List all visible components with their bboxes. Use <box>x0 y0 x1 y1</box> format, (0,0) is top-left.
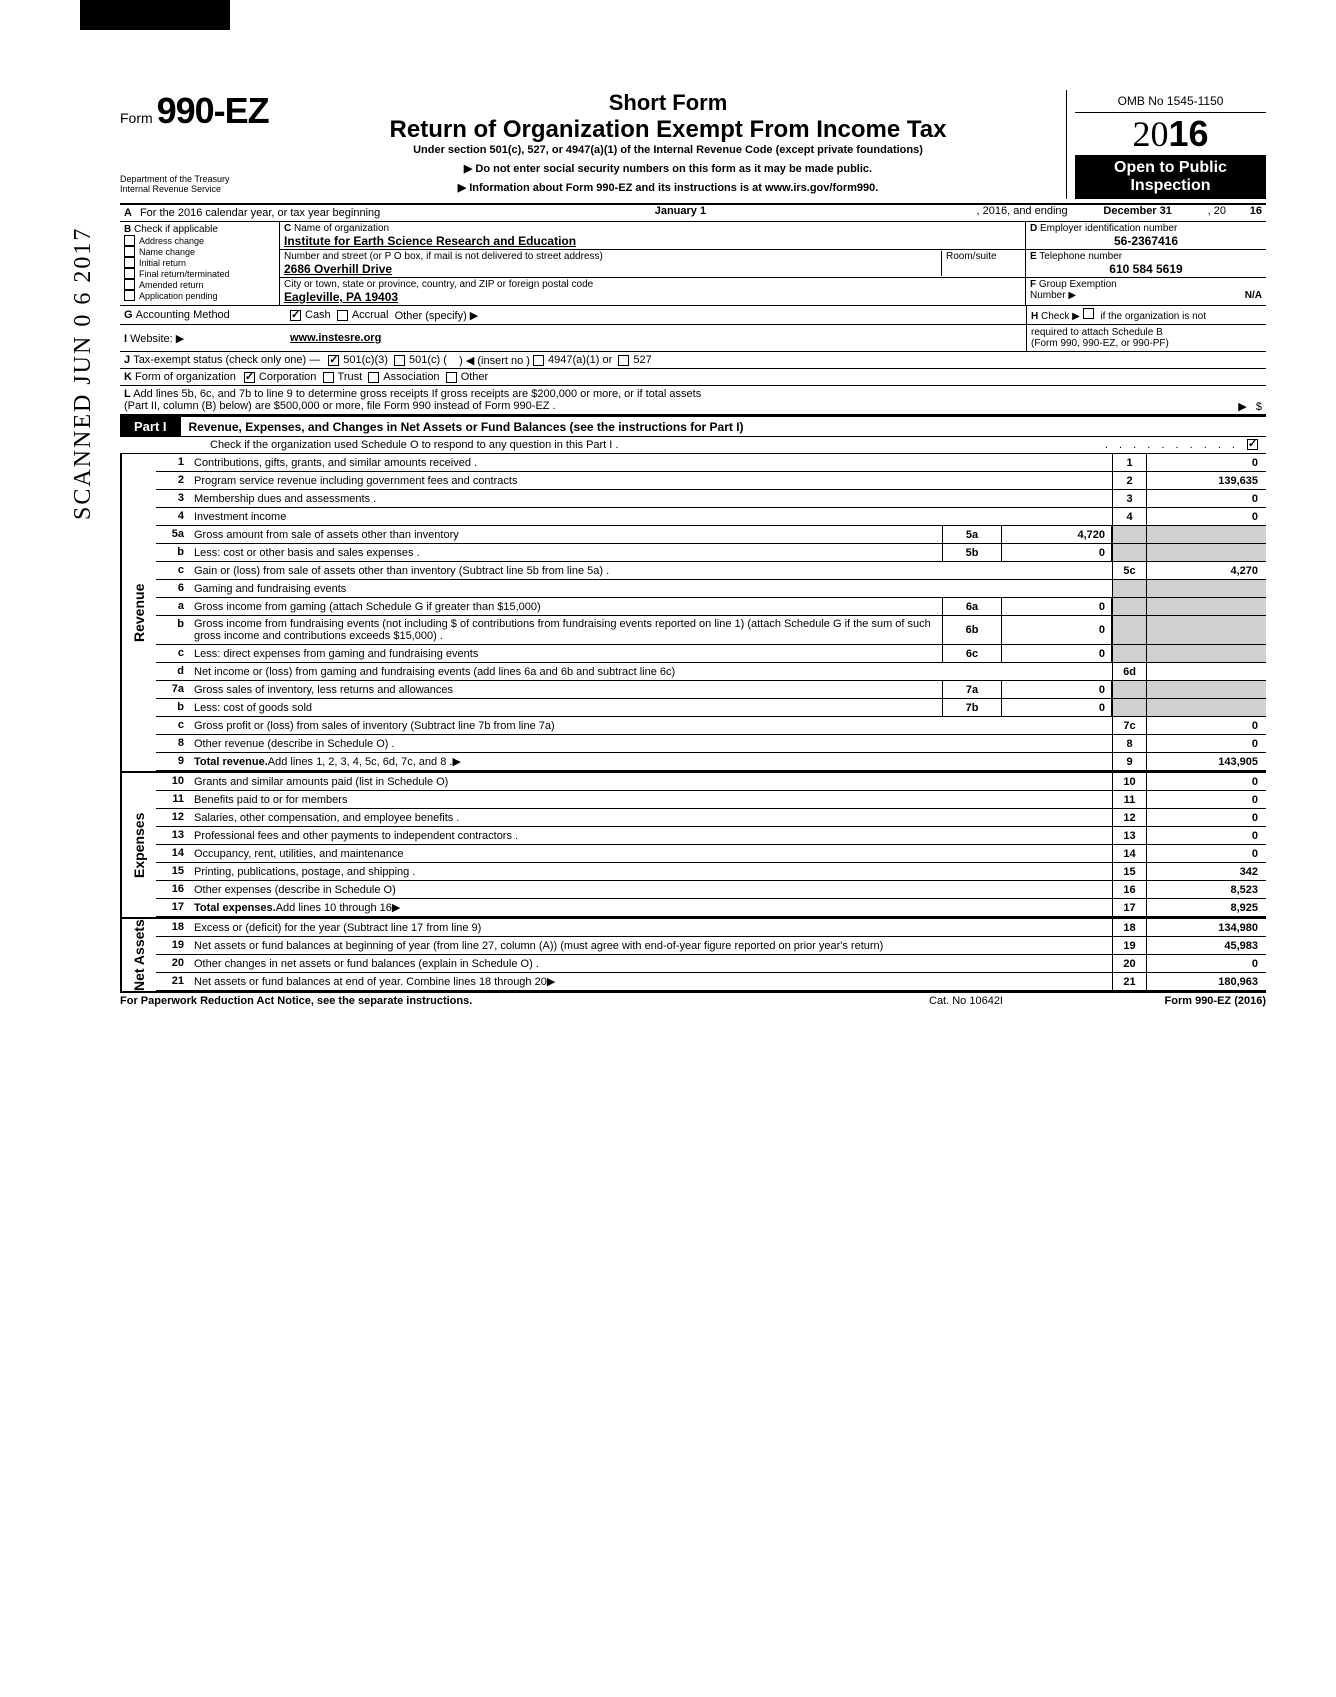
section-def: D Employer identification number56-23674… <box>1026 222 1266 305</box>
chk-corporation[interactable] <box>244 372 255 383</box>
dept-treasury: Department of the Treasury <box>120 174 270 184</box>
chk-501c[interactable] <box>394 355 405 366</box>
chk-amended[interactable]: Amended return <box>120 279 279 290</box>
line-b: bLess: cost of goods sold7b0 <box>156 699 1266 717</box>
dept-irs: Internal Revenue Service <box>120 184 270 194</box>
chk-cash[interactable] <box>290 310 301 321</box>
line-11: 11Benefits paid to or for members110 <box>156 791 1266 809</box>
chk-schedule-o[interactable] <box>1247 439 1258 450</box>
tax-year: 2016 <box>1075 113 1266 155</box>
short-form-title: Short Form <box>280 90 1056 116</box>
open-to-public: Open to Public Inspection <box>1075 155 1266 199</box>
line-14: 14Occupancy, rent, utilities, and mainte… <box>156 845 1266 863</box>
chk-trust[interactable] <box>323 372 334 383</box>
line-b: bLess: cost or other basis and sales exp… <box>156 544 1266 562</box>
chk-501c3[interactable] <box>328 355 339 366</box>
org-info-grid: B Check if applicable Address change Nam… <box>120 222 1266 306</box>
section-c: C Name of organizationInstitute for Eart… <box>280 222 1026 305</box>
chk-accrual[interactable] <box>337 310 348 321</box>
line-4: 4Investment income40 <box>156 508 1266 526</box>
line-17: 17Total expenses. Add lines 10 through 1… <box>156 899 1266 917</box>
expenses-section: Expenses 10Grants and similar amounts pa… <box>120 771 1266 917</box>
line-l: L Add lines 5b, 6c, and 7b to line 9 to … <box>120 386 1266 415</box>
group-exemption: N/A <box>1245 290 1262 301</box>
form-prefix: Form <box>120 110 153 126</box>
line-8: 8Other revenue (describe in Schedule O) … <box>156 735 1266 753</box>
subtitle: Under section 501(c), 527, or 4947(a)(1)… <box>280 144 1056 156</box>
instructions-note: ▶ Information about Form 990-EZ and its … <box>280 181 1056 194</box>
line-g-h: G Accounting Method Cash Accrual Other (… <box>120 306 1266 325</box>
chk-address-change[interactable]: Address change <box>120 235 279 246</box>
line-b: bGross income from fundraising events (n… <box>156 616 1266 645</box>
line-6: 6Gaming and fundraising events <box>156 580 1266 598</box>
website: www.instesre.org <box>290 332 381 344</box>
redaction-bar <box>80 0 230 30</box>
netassets-section: Net Assets 18Excess or (deficit) for the… <box>120 917 1266 991</box>
line-9: 9Total revenue. Add lines 1, 2, 3, 4, 5c… <box>156 753 1266 771</box>
org-city: Eagleville, PA 19403 <box>284 290 398 304</box>
ein: 56-2367416 <box>1030 234 1262 248</box>
line-3: 3Membership dues and assessments .30 <box>156 490 1266 508</box>
phone: 610 584 5619 <box>1030 262 1262 276</box>
line-c: cLess: direct expenses from gaming and f… <box>156 645 1266 663</box>
form-number: 990-EZ <box>157 90 269 131</box>
ssn-note: ▶ Do not enter social security numbers o… <box>280 162 1056 175</box>
omb-number: OMB No 1545-1150 <box>1075 90 1266 113</box>
page-footer: For Paperwork Reduction Act Notice, see … <box>120 991 1266 1007</box>
line-i: I Website: ▶ www.instesre.org required t… <box>120 325 1266 352</box>
line-10: 10Grants and similar amounts paid (list … <box>156 773 1266 791</box>
schedule-o-check: Check if the organization used Schedule … <box>120 437 1266 454</box>
line-a: A For the 2016 calendar year, or tax yea… <box>120 205 1266 222</box>
main-title: Return of Organization Exempt From Incom… <box>280 116 1056 144</box>
line-1: 1Contributions, gifts, grants, and simil… <box>156 454 1266 472</box>
line-d: dNet income or (loss) from gaming and fu… <box>156 663 1266 681</box>
part-1-header: Part I Revenue, Expenses, and Changes in… <box>120 415 1266 437</box>
form-header: Form 990-EZ Department of the Treasury I… <box>120 90 1266 205</box>
section-b: B Check if applicable Address change Nam… <box>120 222 280 305</box>
line-a: aGross income from gaming (attach Schedu… <box>156 598 1266 616</box>
chk-name-change[interactable]: Name change <box>120 246 279 257</box>
line-2: 2Program service revenue including gover… <box>156 472 1266 490</box>
scanned-stamp: SCANNED JUN 0 6 2017 <box>70 227 97 520</box>
line-16: 16Other expenses (describe in Schedule O… <box>156 881 1266 899</box>
line-20: 20Other changes in net assets or fund ba… <box>156 955 1266 973</box>
chk-527[interactable] <box>618 355 629 366</box>
org-name: Institute for Earth Science Research and… <box>284 234 576 248</box>
line-5a: 5aGross amount from sale of assets other… <box>156 526 1266 544</box>
chk-schedule-b[interactable] <box>1083 308 1094 319</box>
line-21: 21Net assets or fund balances at end of … <box>156 973 1266 991</box>
line-12: 12Salaries, other compensation, and empl… <box>156 809 1266 827</box>
revenue-section: Revenue 1Contributions, gifts, grants, a… <box>120 454 1266 771</box>
chk-association[interactable] <box>368 372 379 383</box>
chk-other-org[interactable] <box>446 372 457 383</box>
line-j: J Tax-exempt status (check only one) — 5… <box>120 352 1266 369</box>
chk-pending[interactable]: Application pending <box>120 290 279 301</box>
org-address: 2686 Overhill Drive <box>284 262 392 276</box>
line-15: 15Printing, publications, postage, and s… <box>156 863 1266 881</box>
chk-initial-return[interactable]: Initial return <box>120 257 279 268</box>
chk-final-return[interactable]: Final return/terminated <box>120 268 279 279</box>
line-7a: 7aGross sales of inventory, less returns… <box>156 681 1266 699</box>
chk-4947[interactable] <box>533 355 544 366</box>
line-13: 13Professional fees and other payments t… <box>156 827 1266 845</box>
line-19: 19Net assets or fund balances at beginni… <box>156 937 1266 955</box>
line-k: K Form of organization Corporation Trust… <box>120 369 1266 386</box>
line-18: 18Excess or (deficit) for the year (Subt… <box>156 919 1266 937</box>
line-c: cGain or (loss) from sale of assets othe… <box>156 562 1266 580</box>
line-c: cGross profit or (loss) from sales of in… <box>156 717 1266 735</box>
